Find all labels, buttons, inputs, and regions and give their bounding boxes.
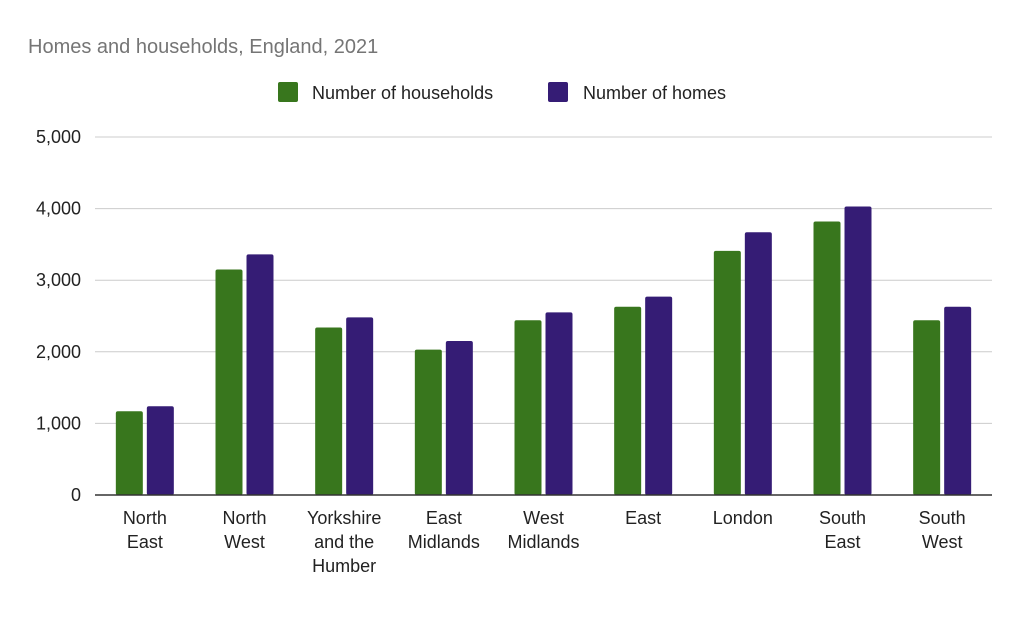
bar-households — [215, 269, 243, 495]
legend-label-homes: Number of homes — [583, 83, 726, 103]
bar-homes — [645, 296, 673, 495]
y-tick-label: 2,000 — [36, 342, 81, 362]
legend-swatch-homes — [548, 82, 568, 102]
bar-homes — [744, 232, 772, 495]
x-category-label: South West — [919, 508, 966, 552]
bar-homes — [146, 406, 174, 495]
y-tick-label: 3,000 — [36, 270, 81, 290]
legend-label-households: Number of households — [312, 83, 493, 103]
bar-homes — [545, 312, 573, 495]
legend: Number of households Number of homes — [278, 82, 726, 103]
y-tick-label: 1,000 — [36, 413, 81, 433]
chart-title: Homes and households, England, 2021 — [28, 36, 378, 58]
x-category-label: West Midlands — [507, 508, 579, 552]
x-category-label: South East — [819, 508, 866, 552]
bar-households — [913, 320, 941, 495]
bar-households — [115, 411, 143, 495]
x-category-label: East — [625, 508, 661, 528]
x-category-label: East Midlands — [408, 508, 480, 552]
legend-swatch-households — [278, 82, 298, 102]
y-axis-ticks: 0 1,000 2,000 3,000 4,000 5,000 — [36, 127, 81, 505]
bar-homes — [944, 306, 972, 495]
bar-households — [414, 349, 442, 495]
x-category-label: Yorkshire and the Humber — [307, 508, 381, 576]
bar-homes — [246, 254, 274, 495]
bars — [115, 206, 972, 495]
x-category-label: London — [713, 508, 773, 528]
bar-households — [514, 320, 542, 495]
bar-households — [614, 306, 642, 495]
y-tick-label: 4,000 — [36, 199, 81, 219]
bar-homes — [844, 206, 872, 495]
bar-homes — [346, 317, 374, 495]
bar-homes — [445, 341, 473, 495]
y-tick-label: 5,000 — [36, 127, 81, 147]
gridlines — [95, 136, 992, 424]
x-axis-categories: North East North West Yorkshire and the Humber… — [123, 508, 966, 576]
y-tick-label: 0 — [71, 485, 81, 505]
x-category-label: North West — [222, 508, 266, 552]
bar-households — [713, 250, 741, 495]
x-category-label: North East — [123, 508, 167, 552]
bar-households — [315, 327, 343, 495]
bar-households — [813, 221, 841, 495]
